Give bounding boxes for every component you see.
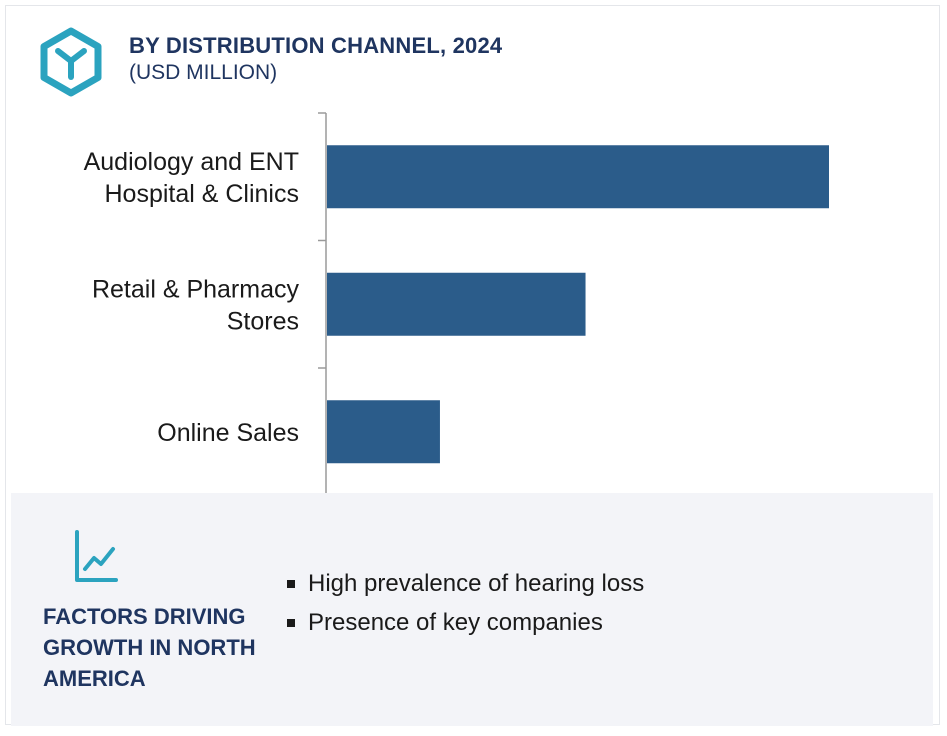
category-label-line: Retail & Pharmacy xyxy=(92,275,300,303)
bar xyxy=(327,272,586,336)
category-labels: Audiology and ENT Hospital & Clinics Retai… xyxy=(84,148,300,447)
factor-item: Presence of key companies xyxy=(287,608,644,647)
chart-title: BY DISTRIBUTION CHANNEL, 2024 xyxy=(129,33,503,58)
factor-item-text: Presence of key companies xyxy=(308,609,603,636)
category-label-line: Online Sales xyxy=(157,419,299,447)
category-label-line: Stores xyxy=(227,307,299,335)
category-axis xyxy=(318,112,327,495)
factors-title: FACTORS DRIVING GROWTH IN NORTH AMERICA xyxy=(43,604,256,691)
category-label-line: Audiology and ENT xyxy=(84,148,299,176)
bar xyxy=(327,400,440,464)
factor-item-text: High prevalence of hearing loss xyxy=(308,570,645,597)
bar xyxy=(327,145,829,209)
category-label: Retail & Pharmacy Stores xyxy=(92,275,300,335)
factors-panel: FACTORS DRIVING GROWTH IN NORTH AMERICA … xyxy=(11,493,933,726)
category-label: Audiology and ENT Hospital & Clinics xyxy=(84,148,299,208)
hexagon-y-logo-icon xyxy=(40,27,102,97)
factors-list: High prevalence of hearing loss Presence… xyxy=(287,569,644,647)
bullet-icon xyxy=(287,580,295,588)
bars xyxy=(327,145,829,464)
bullet-icon xyxy=(287,619,295,627)
category-label-line: Hospital & Clinics xyxy=(104,180,299,208)
line-chart-icon xyxy=(75,530,118,582)
factor-item: High prevalence of hearing loss xyxy=(287,569,644,608)
bar-chart: Audiology and ENT Hospital & Clinics Retai… xyxy=(84,112,829,495)
chart-subtitle: (USD MILLION) xyxy=(129,61,278,84)
category-label: Online Sales xyxy=(157,419,299,447)
